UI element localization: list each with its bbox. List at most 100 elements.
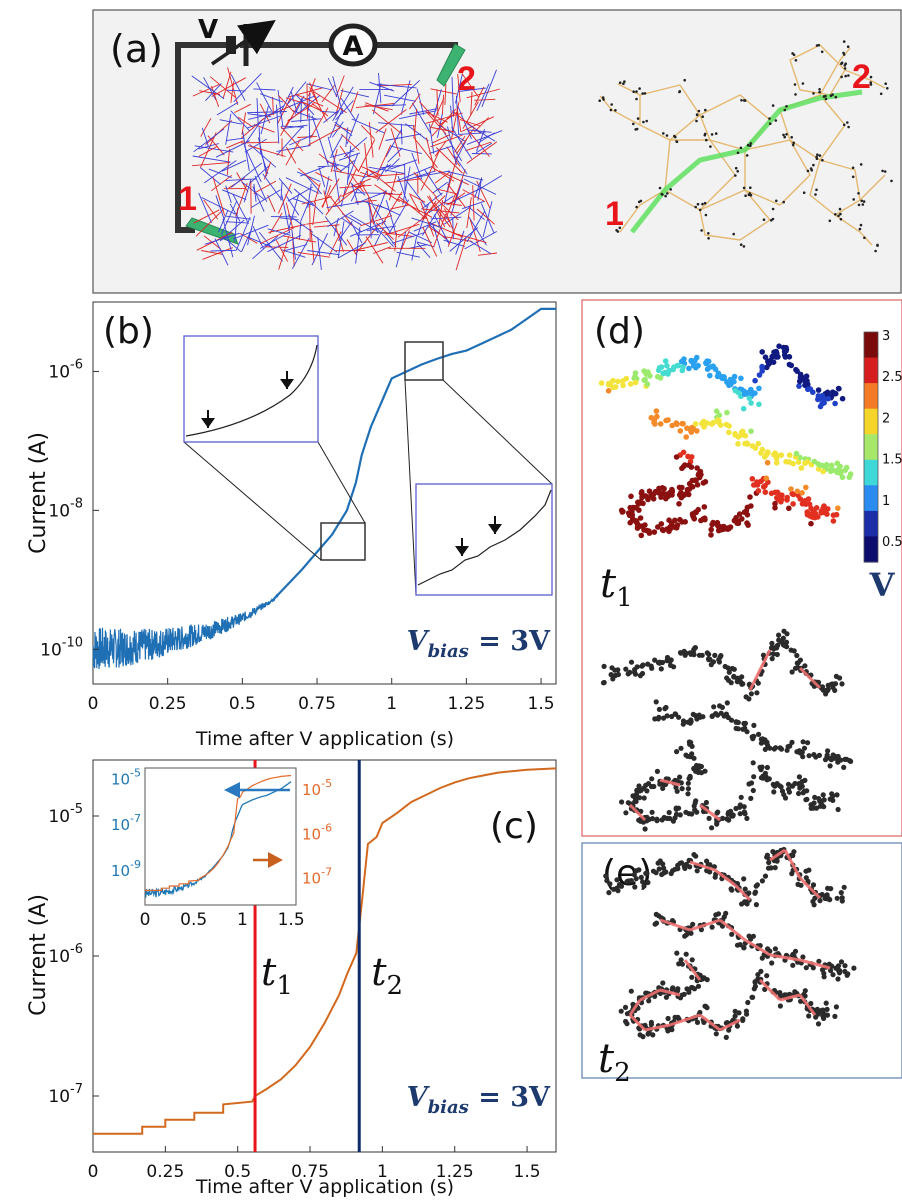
nanowire [434, 171, 451, 184]
graph-node [734, 174, 737, 177]
graph-node [618, 226, 622, 230]
voltage-node [796, 383, 802, 389]
network-node [689, 974, 695, 980]
graph-node [791, 143, 795, 147]
voltage-node [773, 348, 779, 355]
voltage-node [620, 382, 626, 389]
network-node [698, 763, 705, 770]
voltage-node [762, 489, 769, 496]
nanowire [259, 231, 291, 249]
network-node [627, 669, 633, 676]
network-node [648, 1019, 655, 1025]
nanowire [384, 178, 421, 184]
current-link [683, 959, 702, 981]
arrow-right-icon [268, 852, 283, 868]
zoom-line [317, 441, 366, 524]
nanowire [313, 182, 321, 204]
graph-node [742, 186, 746, 190]
network-node [765, 742, 771, 749]
voltage-node [819, 392, 826, 399]
nanowire [345, 127, 349, 148]
voltage-node [798, 465, 805, 471]
voltage-node [756, 385, 762, 392]
voltage-node [762, 354, 769, 361]
graph-edge [617, 83, 641, 96]
network-node [666, 809, 672, 816]
current-link [644, 1023, 671, 1032]
network-node [789, 739, 795, 746]
graph-node [812, 163, 815, 167]
arrow-left-icon [224, 782, 240, 798]
network-node [695, 983, 702, 989]
graph-node [860, 199, 863, 203]
voltage-node [738, 375, 744, 382]
network-node [808, 1000, 814, 1007]
nanowire [409, 108, 439, 115]
network-node [663, 994, 670, 1000]
nanowire [451, 77, 455, 117]
nanowire [396, 251, 420, 258]
network-node [806, 1013, 812, 1019]
graph-node [783, 108, 787, 112]
network-node [628, 659, 635, 665]
network-node [801, 788, 808, 794]
graph-node [734, 166, 738, 170]
nanowire [198, 145, 218, 157]
nanowire [466, 141, 498, 164]
network-node [733, 725, 739, 732]
network-node [827, 763, 833, 769]
network-node [662, 706, 668, 712]
network-node [744, 729, 750, 735]
nanowire [466, 129, 492, 133]
voltage-node [685, 491, 692, 498]
voltage-node [843, 464, 850, 471]
voltage-node [701, 515, 708, 521]
network-node [625, 800, 631, 806]
arrow-down-icon [455, 546, 469, 556]
nanowire [221, 159, 247, 172]
network-node [661, 865, 667, 871]
graph-node [749, 144, 752, 147]
current-link [628, 999, 642, 1016]
voltage-node [821, 400, 827, 406]
nanowire [420, 201, 435, 237]
panel-d-time-label: t1 [600, 561, 633, 613]
graph-node [818, 90, 821, 94]
graph-node [762, 218, 766, 221]
nanowire [465, 141, 492, 152]
graph-node [869, 75, 873, 79]
nanowire [456, 127, 475, 155]
network-node [750, 933, 757, 939]
nanowire [405, 170, 436, 181]
network-node [778, 784, 784, 790]
network-node [830, 972, 836, 978]
network-node [699, 652, 705, 658]
network-node [657, 781, 663, 787]
nanowire [466, 210, 486, 243]
nanowire [203, 199, 218, 220]
network-node [785, 781, 792, 787]
network-node [660, 861, 666, 867]
nanowire [275, 239, 288, 262]
network-node [766, 859, 772, 866]
graph-node [852, 198, 855, 201]
nanowire [472, 185, 475, 221]
graph-node [790, 136, 793, 139]
nanowire [258, 231, 283, 262]
nanowire [329, 195, 353, 226]
network-node [834, 895, 840, 901]
nanowire [258, 127, 261, 153]
graph-node [614, 109, 617, 112]
network-node [834, 965, 840, 971]
network-node [689, 957, 695, 963]
voltage-node [689, 511, 696, 517]
network-node [667, 815, 673, 822]
network-node [705, 656, 712, 662]
network-node [759, 955, 765, 961]
graph-node [816, 153, 819, 156]
graph-node [886, 87, 889, 90]
graph-edge [744, 139, 811, 206]
nanowire [320, 110, 339, 114]
electrode-1-label: 1 [178, 180, 197, 218]
network-node [770, 651, 777, 657]
